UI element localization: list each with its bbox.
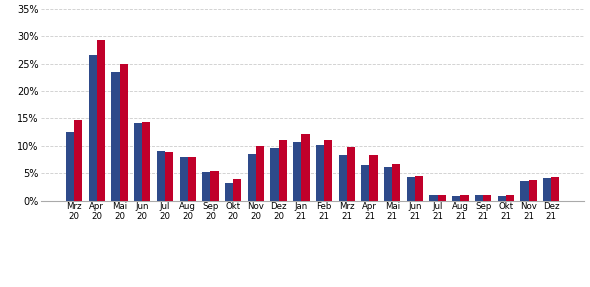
Bar — [339, 155, 347, 201]
Bar — [392, 164, 401, 201]
Bar — [278, 140, 287, 201]
Bar — [407, 177, 415, 201]
Bar — [369, 155, 378, 201]
Bar — [142, 122, 150, 201]
Bar — [134, 123, 142, 201]
Bar — [438, 195, 446, 201]
Bar — [452, 196, 460, 201]
Bar — [384, 167, 392, 201]
Bar — [497, 196, 506, 201]
Bar — [347, 147, 355, 201]
Bar — [506, 195, 514, 201]
Bar — [225, 183, 233, 201]
Bar — [188, 157, 196, 201]
Bar — [112, 72, 120, 201]
Bar — [529, 180, 537, 201]
Bar — [256, 146, 264, 201]
Bar — [551, 177, 559, 201]
Bar — [74, 120, 83, 201]
Bar — [475, 195, 483, 201]
Bar — [543, 179, 551, 201]
Bar — [248, 154, 256, 201]
Bar — [460, 195, 468, 201]
Bar — [361, 165, 369, 201]
Bar — [157, 152, 165, 201]
Bar — [88, 55, 97, 201]
Bar — [430, 195, 438, 201]
Bar — [324, 140, 332, 201]
Bar — [120, 63, 128, 201]
Bar — [316, 146, 324, 201]
Bar — [211, 171, 219, 201]
Bar — [165, 152, 173, 201]
Bar — [415, 176, 423, 201]
Bar — [270, 148, 278, 201]
Bar — [301, 134, 310, 201]
Bar — [179, 157, 188, 201]
Bar — [483, 195, 491, 201]
Bar — [66, 132, 74, 201]
Bar — [97, 40, 105, 201]
Bar — [520, 181, 529, 201]
Bar — [233, 179, 241, 201]
Bar — [202, 172, 211, 201]
Bar — [293, 142, 301, 201]
